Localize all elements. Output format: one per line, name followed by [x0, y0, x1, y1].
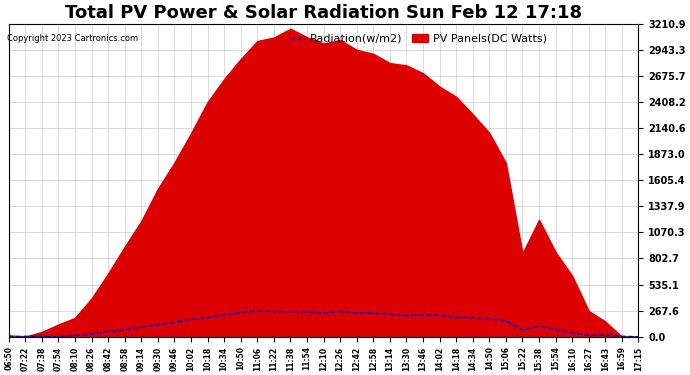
Title: Total PV Power & Solar Radiation Sun Feb 12 17:18: Total PV Power & Solar Radiation Sun Feb… [65, 4, 582, 22]
Text: Copyright 2023 Cartronics.com: Copyright 2023 Cartronics.com [7, 34, 138, 43]
Legend: Radiation(w/m2), PV Panels(DC Watts): Radiation(w/m2), PV Panels(DC Watts) [285, 29, 551, 48]
